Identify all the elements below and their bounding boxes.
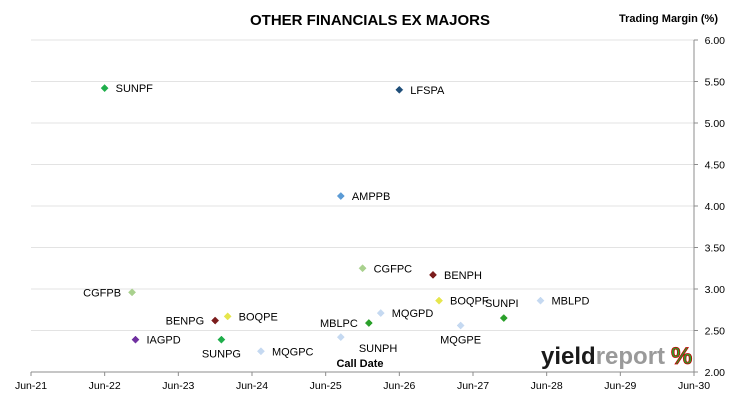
point-label-cgfpc: CGFPC <box>374 263 413 275</box>
point-mqgpd <box>376 309 385 318</box>
x-tick-label: Jun-21 <box>15 380 47 392</box>
point-label-boqpf: BOQPF <box>450 296 489 308</box>
gridlines <box>31 39 694 331</box>
point-label-lfspa: LFSPA <box>410 85 445 97</box>
point-benpg <box>211 316 220 325</box>
logo-word-yield: yield <box>541 343 596 370</box>
point-iagpd <box>131 335 140 344</box>
point-benph <box>429 270 437 279</box>
point-label-sunpg: SUNPG <box>202 349 241 361</box>
point-label-mblpc: MBLPC <box>320 318 358 330</box>
point-mblpc <box>364 319 373 327</box>
data-points <box>100 84 545 356</box>
point-label-boqpe: BOQPE <box>239 311 278 323</box>
x-tick-label: Jun-24 <box>236 380 268 392</box>
logo-percent-icon: % <box>671 343 692 370</box>
point-sunph <box>336 333 345 342</box>
x-tick-label: Jun-29 <box>604 380 636 392</box>
point-label-mqgpe: MQGPE <box>440 335 481 347</box>
x-tick-label: Jun-26 <box>383 380 415 392</box>
x-tick-label: Jun-30 <box>678 380 710 392</box>
chart-title: OTHER FINANCIALS EX MAJORS <box>250 12 490 29</box>
point-label-benph: BENPH <box>444 270 482 282</box>
point-cgfpc <box>358 264 367 273</box>
y-tick-label: 3.50 <box>705 243 726 255</box>
point-labels: 2.00 2.50 3.00 3.50 4.00 4.50 5.00 5.50 6.00 Jun-… <box>15 35 725 392</box>
point-amppb <box>336 192 345 200</box>
point-label-amppb: AMPPB <box>352 191 391 203</box>
point-mqgpe <box>456 321 465 330</box>
point-label-mblpd: MBLPD <box>552 296 590 308</box>
y-tick-label: 5.50 <box>705 77 726 89</box>
y-tick-label: 3.00 <box>705 284 726 296</box>
point-boqpf <box>435 296 444 305</box>
point-lfspa <box>395 85 404 94</box>
x-tick-label: Jun-23 <box>162 380 194 392</box>
y-tick-label: 6.00 <box>705 35 726 47</box>
x-tick-label: Jun-27 <box>457 380 489 392</box>
y-tick-label: 2.00 <box>705 367 726 379</box>
point-label-sunpi: SUNPI <box>485 298 519 310</box>
point-label-benpg: BENPG <box>166 316 205 328</box>
y-tick-label: 4.50 <box>705 160 726 172</box>
yieldreport-logo: yieldreport % <box>541 343 693 371</box>
point-label-sunph: SUNPH <box>359 343 398 355</box>
point-sunpi <box>499 314 508 323</box>
y-tick-label: 4.00 <box>705 201 726 213</box>
y-axis-label: Trading Margin (%) <box>619 13 718 25</box>
logo-word-report: report <box>596 343 665 370</box>
x-tick-label: Jun-28 <box>531 380 563 392</box>
point-label-mqgpd: MQGPD <box>392 308 434 320</box>
point-cgfpb <box>128 288 137 297</box>
y-tick-label: 2.50 <box>705 326 726 338</box>
y-tick-label: 5.00 <box>705 118 726 130</box>
point-label-mqgpc: MQGPC <box>272 346 314 358</box>
point-label-iagpd: IAGPD <box>146 335 180 347</box>
point-mqgpc <box>256 347 265 356</box>
x-axis-label: Call Date <box>336 358 383 370</box>
svg-text:yieldreport: yieldreport <box>541 343 665 370</box>
point-sunpg <box>217 335 226 344</box>
point-label-cgfpb: CGFPB <box>83 287 121 299</box>
x-tick-label: Jun-25 <box>310 380 342 392</box>
point-mblpd <box>536 296 545 305</box>
point-boqpe <box>223 312 232 321</box>
point-sunpf <box>100 84 109 93</box>
x-tick-label: Jun-22 <box>89 380 121 392</box>
point-label-sunpf: SUNPF <box>116 83 154 95</box>
axes <box>30 39 698 376</box>
